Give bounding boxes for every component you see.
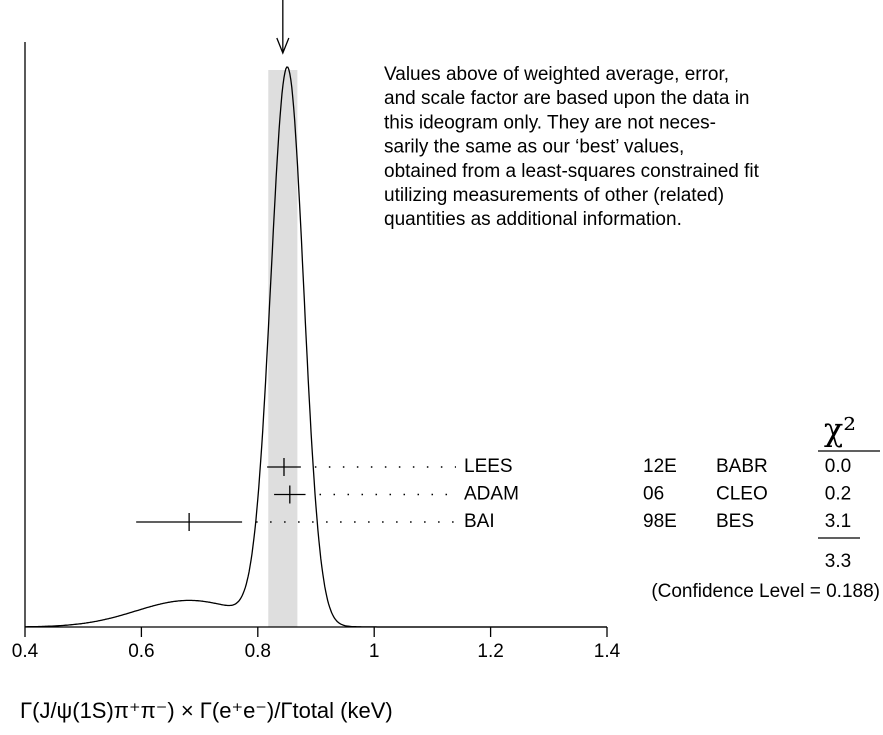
x-tick-label: 1.2 (477, 641, 503, 662)
x-tick-label: 0.6 (128, 641, 154, 662)
measurement-experiment: BABR (716, 456, 768, 477)
note-line: sarily the same as our ‘best’ values, (384, 137, 684, 158)
note-line: this ideogram only. They are not neces- (384, 112, 716, 133)
note-line: quantities as additional information. (384, 209, 682, 230)
chi2-header: χ² (824, 411, 856, 449)
measurement-experiment: BES (716, 511, 754, 532)
x-tick-label: 1.4 (594, 641, 621, 662)
x-tick-label: 0.8 (245, 641, 271, 662)
measurement-name: ADAM (464, 484, 519, 505)
measurement-year: 12E (643, 456, 677, 477)
note-line: and scale factor are based upon the data… (384, 88, 749, 109)
chi2-value: 0.0 (825, 456, 851, 477)
ideogram-curve (25, 66, 607, 628)
measurement-name: BAI (464, 511, 495, 532)
chi2-value: 3.1 (825, 511, 851, 532)
x-tick-label: 1 (369, 641, 380, 662)
note-line: obtained from a least-squares constraine… (384, 161, 760, 182)
average-band (268, 70, 298, 627)
confidence-level: (Confidence Level = 0.188) (651, 581, 880, 602)
measurement-year: 06 (643, 484, 664, 505)
note-line: utilizing measurements of other (related… (384, 185, 724, 206)
measurement-name: LEES (464, 456, 513, 477)
x-axis-label: Γ(J/ψ(1S)π⁺π⁻) × Γ(e⁺e⁻)/Γtotal (keV) (20, 698, 393, 723)
note-line: Values above of weighted average, error, (384, 64, 729, 85)
measurement-experiment: CLEO (716, 484, 768, 505)
measurement-year: 98E (643, 511, 677, 532)
chi2-value: 0.2 (825, 484, 851, 505)
x-tick-label: 0.4 (12, 641, 39, 662)
chi2-total: 3.3 (825, 551, 851, 572)
arrow-head (276, 37, 290, 55)
